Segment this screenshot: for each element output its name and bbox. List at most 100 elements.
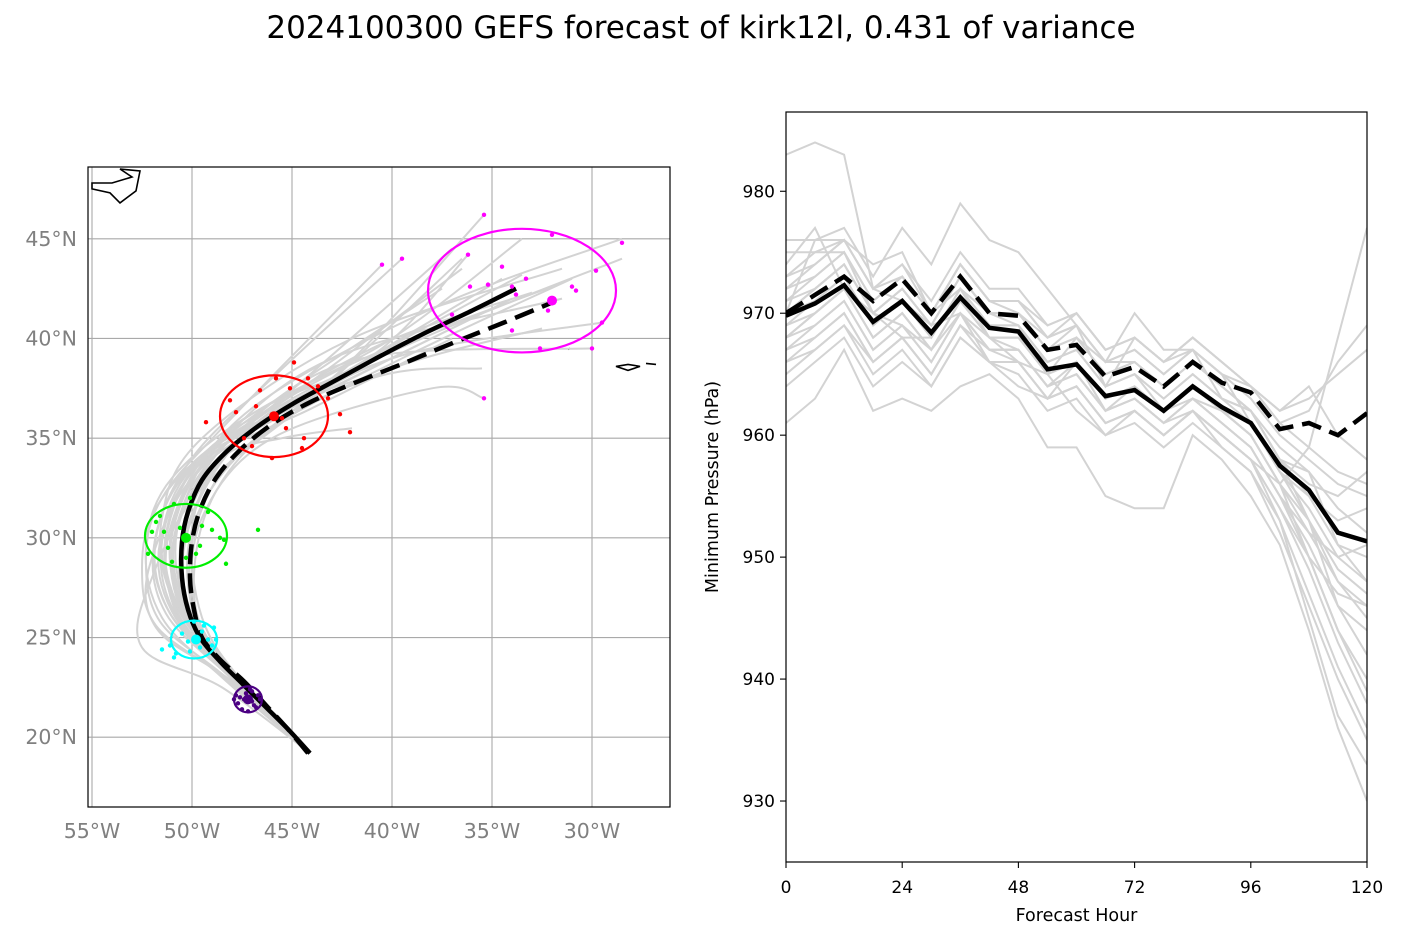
coastline <box>645 362 657 366</box>
map-lat-tick-label: 30°N <box>25 526 77 550</box>
day4-member-position <box>315 384 321 389</box>
pressure-y-tick-label: 940 <box>743 670 775 690</box>
day4-member-position <box>299 445 305 451</box>
member-pressure-line <box>786 299 1367 559</box>
member-pressure-line <box>786 262 1367 559</box>
day4-member-position <box>253 404 259 409</box>
map-plot-area <box>88 167 670 807</box>
day4-member-position <box>305 376 311 381</box>
day2-member-position <box>185 639 191 644</box>
member-pressure-line <box>786 226 1367 765</box>
map-lon-tick-label: 45°W <box>264 819 321 843</box>
map-lat-tick-label: 25°N <box>25 626 77 650</box>
day5-member-position <box>481 212 487 218</box>
day3-member-position <box>145 551 151 556</box>
day5-member-position <box>545 308 551 313</box>
day1-spread-ellipse <box>232 685 264 714</box>
day3-member-position <box>183 555 189 560</box>
day4-member-position <box>287 386 293 391</box>
pressure-x-tick-label: 96 <box>1240 878 1262 898</box>
map-lat-tick-label: 20°N <box>25 725 77 749</box>
day5-member-position <box>481 396 487 401</box>
day5-member-position <box>589 346 595 351</box>
day4-member-position <box>283 425 289 431</box>
map-lat-tick-label: 45°N <box>25 227 77 251</box>
figure-title: 2024100300 GEFS forecast of kirk12l, 0.4… <box>266 10 1136 46</box>
day4-member-position <box>273 376 279 381</box>
day1-member-position <box>235 701 241 706</box>
day2-spread-ellipse <box>169 619 219 660</box>
pressure-x-axis-label: Forecast Hour <box>1016 906 1139 926</box>
day5-member-position <box>509 328 515 333</box>
day5-member-position <box>537 346 543 351</box>
map-frame <box>87 166 671 808</box>
day4-member-position <box>291 360 297 365</box>
day4-mean-position <box>269 411 279 422</box>
day2-member-position <box>179 631 185 636</box>
day2-member-position <box>201 623 207 628</box>
day5-member-position <box>593 268 599 273</box>
day2-member-position <box>199 629 205 634</box>
map-lon-tick-label: 55°W <box>64 819 121 843</box>
day5-member-position <box>523 276 529 281</box>
day5-member-position <box>465 252 471 257</box>
coastline <box>91 168 141 204</box>
day5-mean-position <box>547 295 557 306</box>
day4-member-position <box>337 412 343 417</box>
pressure-y-tick-label: 980 <box>743 182 775 202</box>
day3-mean-position <box>181 532 191 543</box>
pressure-y-tick-label: 970 <box>743 304 775 324</box>
control-pressure-line <box>786 272 1367 438</box>
day3-member-position <box>199 523 205 529</box>
member-pressure-line <box>786 238 1367 425</box>
day4-member-position <box>241 435 247 441</box>
coastline <box>615 363 641 372</box>
pressure-x-tick-label: 48 <box>1008 878 1030 898</box>
pressure-y-axis-label: Minimum Pressure (hPa) <box>703 381 723 593</box>
map-lon-tick-label: 30°W <box>564 819 621 843</box>
member-pressure-line <box>786 323 1367 607</box>
pressure-x-tick-label: 0 <box>781 878 792 898</box>
day5-member-position <box>619 240 625 245</box>
day3-spread-ellipse <box>143 502 229 569</box>
day2-member-position <box>159 647 165 652</box>
pressure-y-tick-label: 960 <box>743 426 775 446</box>
day4-member-position <box>301 435 307 441</box>
day4-member-position <box>279 416 285 421</box>
day2-member-position <box>209 643 215 648</box>
day3-member-position <box>205 509 211 515</box>
day4-member-position <box>203 420 209 425</box>
member-track <box>163 267 463 754</box>
member-track <box>151 247 453 754</box>
pressure-x-tick-label: 72 <box>1124 878 1146 898</box>
day4-member-position <box>257 388 263 393</box>
map-lat-tick-label: 35°N <box>25 426 77 450</box>
day4-member-position <box>249 443 255 449</box>
day5-member-position <box>467 284 473 289</box>
pressure-plot-area <box>786 141 1367 802</box>
member-pressure-line <box>786 336 1367 741</box>
day4-member-position <box>325 396 331 401</box>
member-track <box>160 317 473 754</box>
day3-member-position <box>197 543 203 549</box>
day3-member-position <box>221 537 227 543</box>
day2-member-position <box>187 649 193 654</box>
day3-member-position <box>161 529 167 535</box>
day3-member-position <box>169 559 175 564</box>
day2-member-position <box>197 645 203 650</box>
day3-member-position <box>177 525 183 531</box>
day3-member-position <box>209 527 215 533</box>
map-lat-tick-label: 40°N <box>25 326 77 350</box>
day5-member-position <box>449 312 455 317</box>
day5-member-position <box>485 282 491 287</box>
day3-member-position <box>217 535 223 541</box>
day5-member-position <box>499 264 505 269</box>
day3-member-position <box>165 545 171 551</box>
day3-member-position <box>187 495 193 501</box>
pressure-frame <box>785 111 1368 863</box>
day4-member-position <box>227 398 233 403</box>
day3-member-position <box>223 561 229 566</box>
day3-member-position <box>193 551 199 556</box>
